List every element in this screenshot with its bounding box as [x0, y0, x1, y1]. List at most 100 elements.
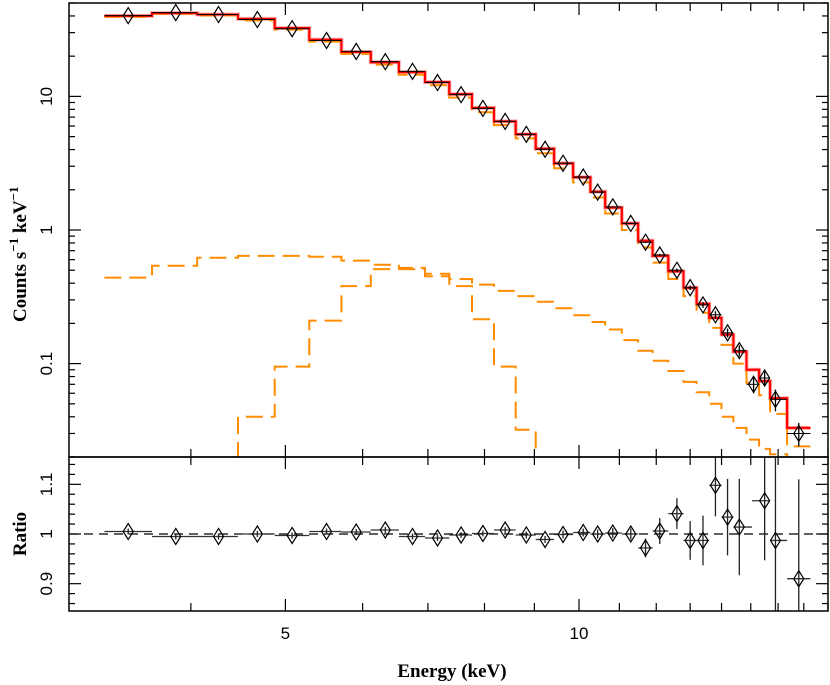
diamond-marker — [286, 526, 298, 545]
ratio-point — [605, 523, 622, 543]
data-point — [696, 295, 710, 315]
ratio-point — [787, 479, 811, 611]
ratio-point — [274, 526, 310, 545]
ratio-point — [573, 523, 591, 542]
ratio-point — [668, 498, 684, 530]
diamond-marker — [212, 5, 225, 24]
ratio-point — [769, 457, 788, 611]
data-point — [605, 197, 622, 216]
diamond-marker — [639, 233, 652, 252]
diamond-marker — [477, 99, 489, 118]
diamond-marker — [122, 6, 134, 25]
diamond-marker — [697, 295, 709, 315]
diamond-marker — [758, 491, 771, 510]
diamond-marker — [758, 368, 771, 388]
ratio-point — [425, 528, 450, 548]
diamond-marker — [607, 197, 619, 216]
ratio-point — [515, 525, 536, 545]
y-axis-title-counts: Counts s−1 keV−1 — [6, 186, 31, 322]
diamond-marker — [577, 167, 589, 187]
diamond-marker — [455, 525, 467, 545]
ratio-point — [621, 524, 639, 544]
ratio-point — [554, 525, 574, 544]
data-point — [515, 125, 536, 144]
diamond-marker — [684, 531, 696, 550]
diamond-marker — [721, 507, 734, 527]
diamond-marker — [654, 521, 666, 541]
diamond-marker — [793, 569, 805, 588]
data-point — [309, 31, 342, 50]
ratio-point — [471, 524, 495, 543]
data-point — [535, 140, 555, 159]
y-tick-label: 0.1 — [37, 352, 56, 376]
diamond-marker — [607, 523, 619, 543]
diamond-marker — [431, 73, 444, 92]
diamond-marker — [251, 10, 264, 29]
diamond-marker — [684, 278, 696, 297]
data-point — [683, 278, 697, 297]
ratio-point — [494, 520, 516, 540]
series-component-main — [104, 12, 811, 448]
y-axis-title-ratio: Ratio — [10, 512, 31, 556]
diamond-marker — [557, 525, 569, 544]
series-component-broad — [104, 254, 789, 457]
x-tick-label: 10 — [570, 624, 589, 643]
ratio-plot-area — [69, 457, 828, 611]
data-point — [721, 323, 734, 342]
ratio-point — [590, 524, 606, 544]
diamond-marker — [320, 522, 333, 541]
data-point — [668, 261, 684, 280]
diamond-marker — [122, 522, 134, 541]
diamond-marker — [654, 245, 666, 265]
diamond-marker — [212, 527, 225, 546]
diamond-marker — [639, 538, 652, 558]
diamond-marker — [350, 522, 362, 542]
diamond-marker — [406, 62, 419, 81]
data-point — [398, 62, 426, 81]
data-point — [104, 6, 152, 25]
diamond-marker — [520, 525, 533, 545]
data-point — [787, 422, 811, 447]
diamond-marker — [591, 524, 604, 544]
diamond-marker — [769, 531, 782, 550]
ratio-point — [151, 527, 198, 546]
data-point — [652, 245, 669, 265]
ratio-point — [341, 522, 371, 542]
diamond-marker — [379, 52, 392, 71]
data-point — [151, 3, 198, 22]
y-tick-label: 10 — [37, 87, 56, 106]
data-point — [237, 10, 275, 29]
diamond-marker — [499, 112, 511, 131]
diamond-marker — [499, 520, 511, 540]
diamond-marker — [251, 524, 264, 544]
data-point — [746, 375, 760, 394]
data-point — [638, 233, 653, 252]
ratio-point — [309, 522, 342, 541]
data-point — [621, 214, 639, 233]
data-point — [341, 42, 371, 61]
ratio-tick-label: 1 — [37, 529, 56, 538]
spectrum-plot-area — [104, 3, 811, 457]
axes: 10 1 0.1 1.1 1 0.9 5 10 — [37, 2, 829, 643]
diamond-marker — [733, 341, 746, 360]
data-point — [449, 85, 472, 104]
diamond-marker — [539, 140, 551, 159]
ratio-point — [638, 538, 653, 558]
ratio-point — [370, 520, 399, 540]
diamond-marker — [625, 524, 637, 544]
diamond-marker — [671, 504, 683, 523]
data-point — [274, 19, 310, 38]
diamond-marker — [379, 520, 392, 540]
ratio-point — [721, 478, 734, 556]
data-point — [769, 389, 788, 412]
data-point — [709, 305, 722, 324]
data-point — [758, 368, 771, 388]
ratio-point — [104, 522, 152, 541]
ratio-tick-label: 1.1 — [37, 473, 56, 497]
data-point — [733, 341, 747, 360]
y-tick-label: 1 — [37, 225, 56, 234]
ratio-point — [449, 525, 472, 545]
ratio-point — [652, 518, 669, 544]
diamond-marker — [697, 531, 709, 550]
